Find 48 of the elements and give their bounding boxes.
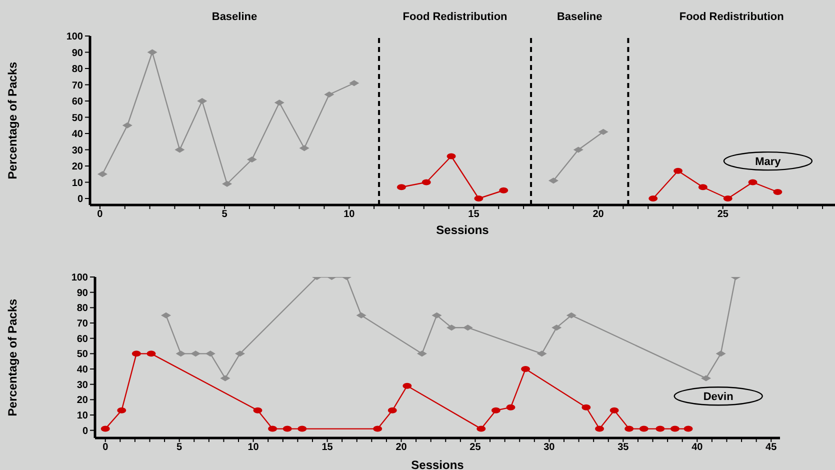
- x-tick-label: 40: [692, 442, 704, 454]
- x-tick-label: 15: [322, 442, 334, 454]
- y-tick-label: 30: [76, 380, 88, 391]
- x-tick-label: 45: [766, 442, 778, 454]
- y-axis-title: Percentage of Packs: [5, 298, 20, 416]
- y-tick-label: 40: [76, 364, 88, 376]
- x-tick-label: 0: [97, 209, 104, 220]
- x-tick-label: 20: [592, 209, 604, 220]
- x-tick-label: 35: [618, 442, 630, 454]
- y-tick-label: 20: [72, 162, 84, 173]
- y-tick-label: 60: [72, 96, 84, 108]
- x-tick-label: 10: [344, 209, 356, 220]
- y-tick-label: 50: [76, 349, 88, 360]
- y-tick-label: 10: [72, 178, 84, 189]
- x-tick-label: 10: [248, 442, 260, 454]
- y-axis-title: Percentage of Packs: [5, 61, 20, 180]
- annotation: Mary: [755, 156, 782, 168]
- x-tick-label: 5: [176, 442, 183, 454]
- x-axis-title: Sessions: [411, 458, 464, 470]
- y-tick-label: 40: [72, 129, 84, 140]
- y-tick-label: 90: [72, 48, 84, 59]
- y-tick-label: 100: [66, 32, 84, 43]
- y-tick-label: 0: [77, 194, 84, 206]
- y-tick-label: 20: [76, 395, 88, 406]
- y-tick-label: 30: [72, 145, 84, 156]
- y-tick-label: 50: [72, 112, 84, 124]
- x-tick-label: 0: [102, 442, 109, 454]
- x-axis-title: Sessions: [436, 223, 490, 237]
- x-tick-label: 25: [717, 209, 729, 220]
- y-tick-label: 70: [72, 80, 84, 92]
- text: Baseline: [212, 11, 258, 23]
- y-tick-label: 10: [76, 410, 88, 422]
- x-tick-label: 25: [470, 442, 482, 454]
- text: Baseline: [556, 11, 602, 23]
- text: Food Redistribution: [402, 11, 508, 23]
- y-tick-label: 90: [76, 288, 88, 299]
- text: Food Redistribution: [679, 11, 784, 23]
- x-tick-label: 30: [544, 442, 556, 454]
- y-tick-label: 70: [76, 318, 88, 330]
- y-tick-label: 100: [71, 272, 88, 284]
- x-tick-label: 20: [396, 442, 408, 454]
- y-tick-label: 60: [76, 334, 88, 345]
- x-tick-label: 5: [222, 209, 228, 220]
- y-tick-label: 80: [72, 64, 84, 76]
- annotation: Devin: [703, 391, 734, 404]
- y-tick-label: 80: [76, 303, 88, 314]
- y-tick-label: 0: [82, 426, 88, 437]
- x-tick-label: 15: [468, 209, 480, 220]
